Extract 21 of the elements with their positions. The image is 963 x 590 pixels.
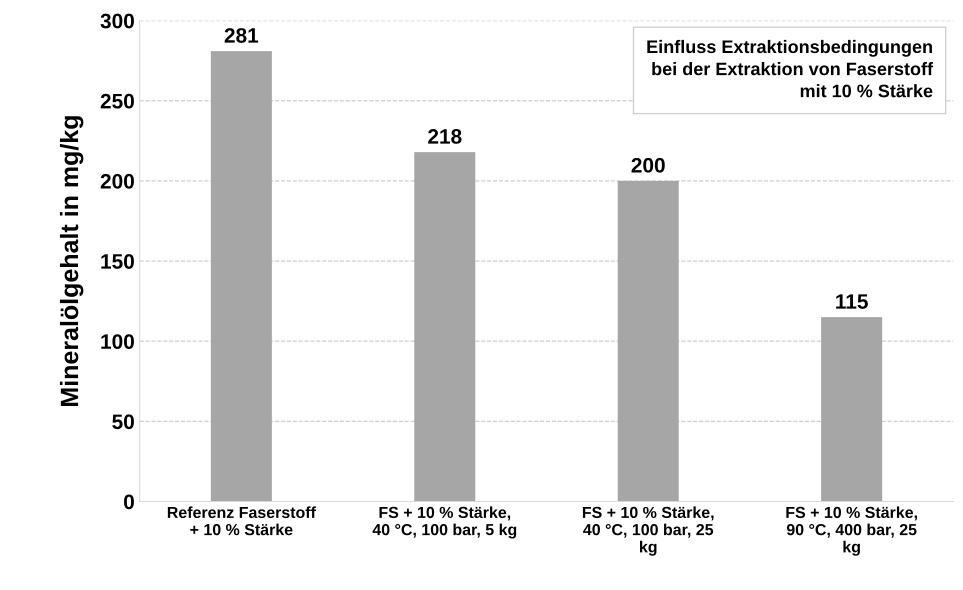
y-tick-label: 150: [101, 254, 134, 269]
data-label: 281: [224, 28, 258, 43]
y-axis-title: Mineralölgehalt in mg/kg: [60, 116, 84, 406]
data-label: 218: [428, 129, 462, 144]
x-tick-label: FS + 10 % Stärke, 40 °C, 100 bar, 25 kg: [582, 506, 714, 556]
y-tick-label: 50: [112, 414, 134, 430]
data-label: 200: [632, 158, 665, 173]
y-tick-label: 300: [100, 14, 134, 28]
bar: [414, 152, 476, 502]
x-tick-label: FS + 10 % Stärke, 90 °C, 400 bar, 25 kg: [786, 506, 917, 556]
y-tick-label: 250: [100, 94, 134, 109]
text: Einfluss Extraktionsbedingungen bei der Extraktion von Faserstoff mit 10 % Stärke: [647, 40, 934, 98]
y-tick-label: 100: [101, 334, 134, 349]
bar: [210, 51, 272, 502]
data-label: 115: [836, 294, 868, 309]
y-tick-label: 200: [100, 174, 134, 189]
y-tick-label: 0: [124, 494, 134, 510]
x-tick-label: Referenz Faserstoff + 10 % Stärke: [168, 506, 316, 536]
bar: [618, 180, 679, 502]
bar: [821, 317, 882, 502]
x-tick-label: FS + 10 % Stärke, 40 °C, 100 bar, 5 kg: [372, 506, 516, 539]
